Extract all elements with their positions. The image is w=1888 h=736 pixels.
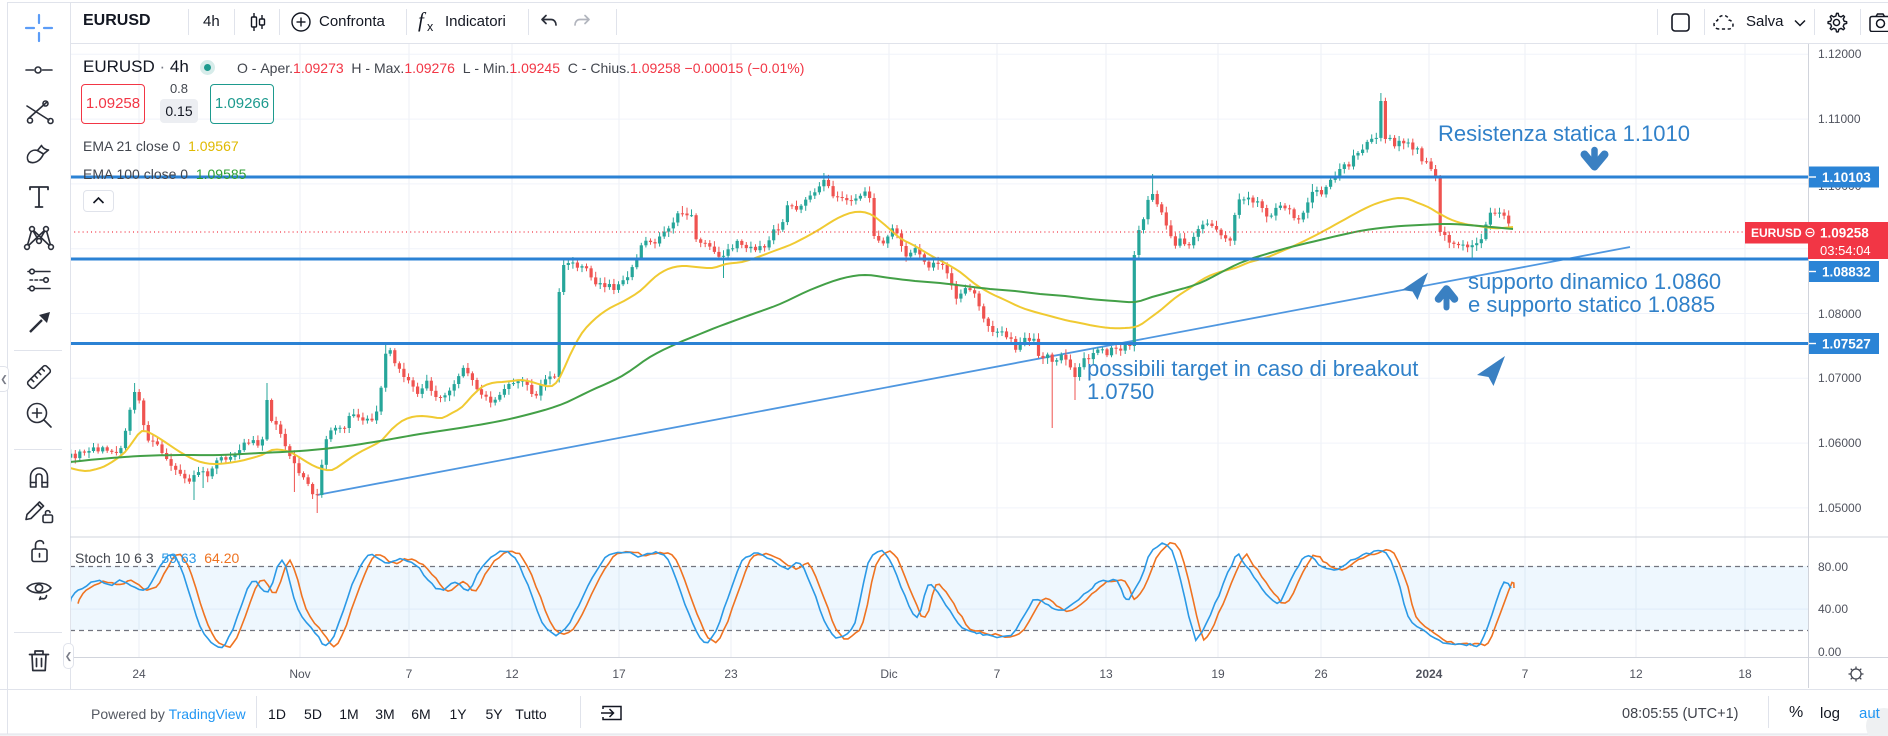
svg-text:1.11000: 1.11000 [1818, 112, 1861, 126]
svg-text:1.06000: 1.06000 [1818, 436, 1862, 450]
svg-text:1.08832: 1.08832 [1822, 265, 1871, 280]
svg-text:12: 12 [1629, 667, 1643, 681]
svg-text:12: 12 [505, 667, 519, 681]
svg-text:19: 19 [1211, 667, 1225, 681]
svg-text:1.09258: 1.09258 [1820, 226, 1869, 241]
svg-text:Nov: Nov [289, 667, 310, 681]
svg-text:2024: 2024 [1416, 667, 1443, 681]
svg-text:Resistenza statica 1.1010: Resistenza statica 1.1010 [1438, 121, 1690, 146]
svg-text:7: 7 [994, 667, 1001, 681]
svg-text:1.05000: 1.05000 [1818, 501, 1862, 515]
svg-text:1.07527: 1.07527 [1822, 337, 1871, 352]
svg-text:0.00: 0.00 [1818, 645, 1842, 659]
svg-text:1.08000: 1.08000 [1818, 307, 1862, 321]
svg-text:1.0750: 1.0750 [1087, 379, 1154, 404]
svg-text:26: 26 [1314, 667, 1328, 681]
svg-text:23: 23 [724, 667, 738, 681]
svg-text:03:54:04: 03:54:04 [1820, 243, 1871, 258]
svg-text:24: 24 [132, 667, 146, 681]
svg-text:possibili target in caso di br: possibili target in caso di breakout [1087, 356, 1418, 381]
svg-text:17: 17 [612, 667, 626, 681]
svg-text:1.07000: 1.07000 [1818, 371, 1862, 385]
svg-text:1.10103: 1.10103 [1822, 170, 1871, 185]
svg-text:e supporto statico 1.0885: e supporto statico 1.0885 [1468, 292, 1715, 317]
svg-text:EURUSD: EURUSD [1751, 226, 1802, 240]
svg-text:Dic: Dic [880, 667, 897, 681]
svg-text:7: 7 [1522, 667, 1529, 681]
svg-text:7: 7 [406, 667, 413, 681]
svg-text:18: 18 [1738, 667, 1752, 681]
svg-text:13: 13 [1099, 667, 1113, 681]
svg-text:80.00: 80.00 [1818, 560, 1848, 574]
svg-text:40.00: 40.00 [1818, 602, 1848, 616]
svg-text:1.12000: 1.12000 [1818, 47, 1862, 61]
svg-text:supporto dinamico 1.0860: supporto dinamico 1.0860 [1468, 269, 1721, 294]
